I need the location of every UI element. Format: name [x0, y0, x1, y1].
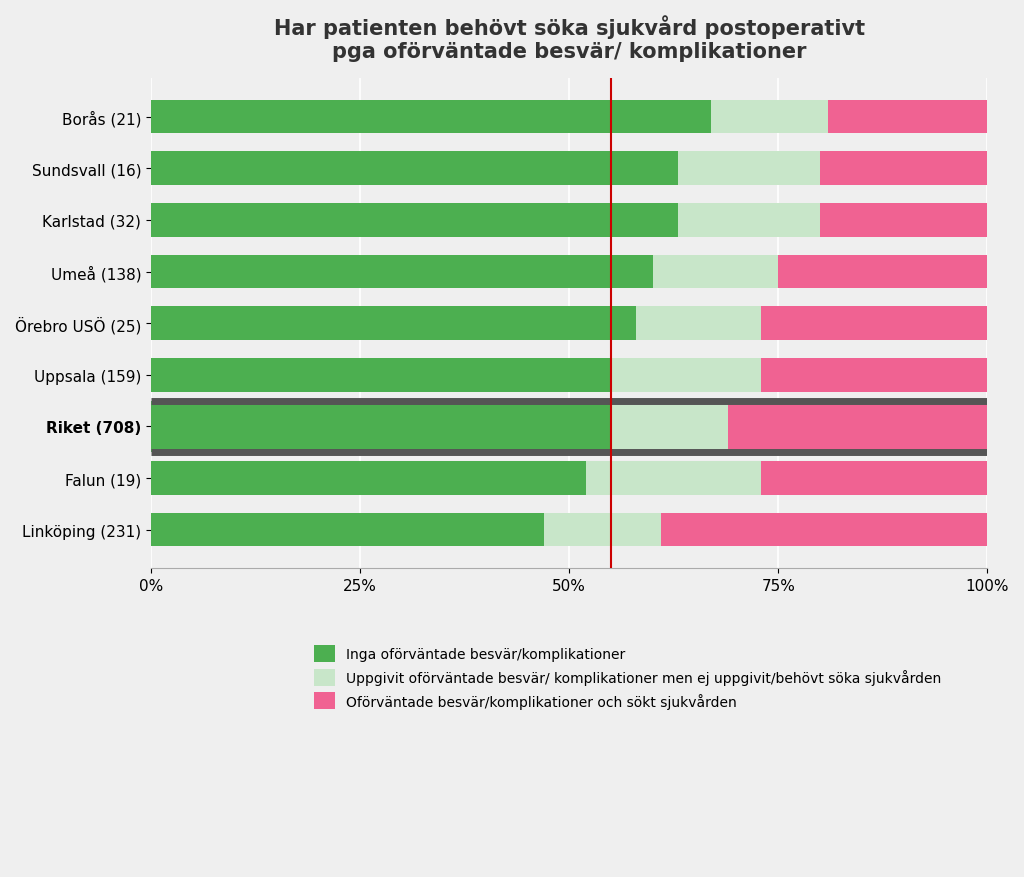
- Bar: [820, 153, 987, 186]
- Bar: [678, 203, 820, 238]
- Bar: [152, 359, 611, 392]
- Bar: [152, 101, 712, 134]
- Legend: Inga oförväntade besvär/komplikationer, Uppgivit oförväntade besvär/ komplikatio: Inga oförväntade besvär/komplikationer, …: [308, 639, 947, 715]
- Bar: [778, 255, 987, 289]
- Bar: [152, 203, 678, 238]
- Bar: [152, 153, 678, 186]
- Bar: [652, 255, 778, 289]
- Bar: [152, 402, 611, 452]
- Bar: [728, 402, 987, 452]
- Bar: [152, 513, 544, 547]
- Bar: [611, 402, 728, 452]
- Title: Har patienten behövt söka sjukvård postoperativt
pga oförväntade besvär/ komplik: Har patienten behövt söka sjukvård posto…: [273, 15, 864, 62]
- Bar: [544, 513, 662, 547]
- Bar: [712, 101, 828, 134]
- Bar: [762, 359, 987, 392]
- Bar: [678, 153, 820, 186]
- Bar: [152, 307, 636, 340]
- Bar: [762, 307, 987, 340]
- Bar: [828, 101, 987, 134]
- Bar: [586, 462, 762, 496]
- Bar: [152, 255, 652, 289]
- Bar: [152, 462, 586, 496]
- Bar: [611, 359, 762, 392]
- Bar: [762, 462, 987, 496]
- Bar: [636, 307, 762, 340]
- Bar: [662, 513, 987, 547]
- Bar: [820, 203, 987, 238]
